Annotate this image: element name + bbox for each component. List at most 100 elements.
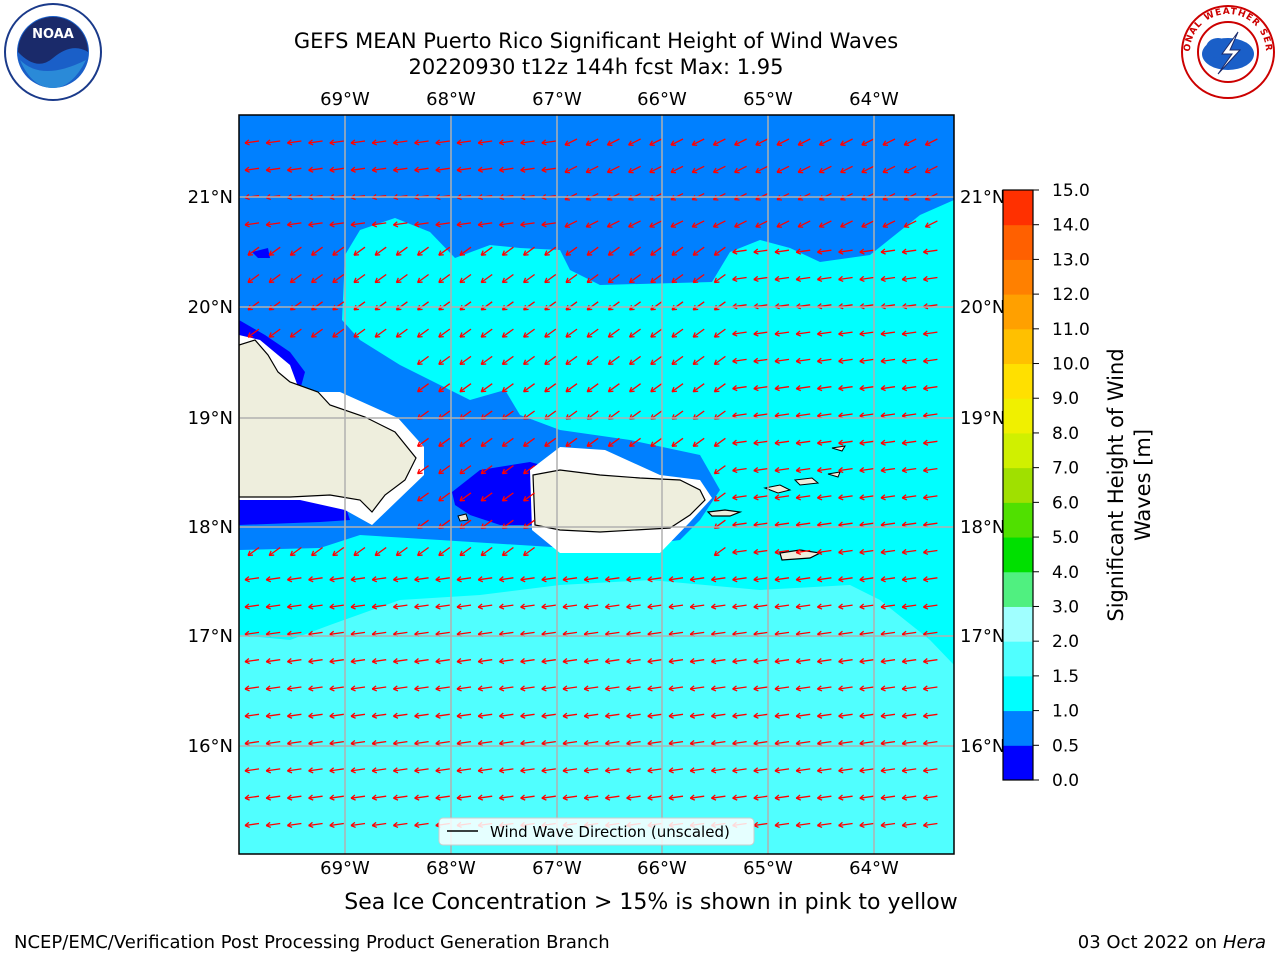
lat-label: 20°N — [188, 297, 233, 318]
wind-wave-arrow — [776, 220, 790, 228]
wind-wave-arrow-head — [456, 794, 462, 801]
wind-wave-arrow-head — [438, 359, 444, 366]
wind-wave-arrow — [774, 768, 790, 772]
wind-wave-arrow — [923, 413, 938, 417]
wind-wave-arrow — [668, 686, 684, 690]
wind-wave-arrow-head — [861, 167, 867, 174]
wind-wave-arrow — [478, 713, 493, 717]
wind-wave-arrow — [859, 713, 874, 717]
wind-wave-arrow-head — [924, 167, 931, 174]
wind-wave-arrow — [372, 577, 387, 581]
wind-wave-arrow-head — [244, 658, 250, 665]
wind-wave-arrow — [502, 301, 514, 311]
wind-wave-arrow — [734, 138, 747, 146]
wind-wave-arrow-head — [459, 496, 466, 502]
wind-wave-arrow-head — [795, 357, 802, 364]
wind-wave-arrow-head — [459, 277, 466, 284]
wind-wave-arrow-head — [350, 658, 356, 665]
wind-wave-arrow-head — [265, 794, 272, 801]
wind-wave-arrow — [523, 546, 535, 557]
wind-wave-arrow — [605, 740, 620, 745]
wind-wave-arrow-head — [776, 167, 783, 174]
wind-wave-arrow-head — [371, 685, 378, 692]
wind-wave-arrow-head — [308, 712, 314, 719]
wind-wave-arrow — [838, 331, 853, 335]
colorbar-tick-label: 5.0 — [1052, 528, 1079, 548]
wind-wave-arrow — [923, 495, 938, 499]
wind-wave-arrow — [350, 768, 366, 772]
wind-wave-arrow — [523, 383, 535, 393]
wind-wave-arrow — [417, 437, 429, 447]
wind-wave-arrow-head — [626, 739, 632, 747]
wind-wave-arrow-head — [562, 739, 568, 747]
wind-wave-arrow-head — [629, 332, 635, 338]
wind-wave-arrow — [903, 165, 917, 173]
wind-wave-arrow-head — [501, 386, 508, 393]
wind-wave-arrow-head — [562, 658, 568, 665]
wind-wave-arrow-head — [774, 494, 780, 501]
wind-wave-arrow — [332, 273, 345, 284]
wind-wave-arrow-head — [732, 330, 738, 337]
wind-wave-arrow — [713, 165, 726, 173]
wind-wave-arrow-head — [353, 277, 360, 284]
wind-wave-arrow — [732, 795, 747, 799]
wind-wave-arrow — [266, 768, 281, 772]
wind-wave-arrow — [329, 822, 344, 827]
wind-wave-arrow — [544, 301, 557, 311]
wind-wave-arrow-head — [859, 548, 865, 556]
wind-wave-arrow-head — [922, 739, 929, 747]
wind-wave-arrow — [438, 301, 451, 311]
wind-wave-arrow — [753, 822, 768, 827]
wind-wave-arrow-head — [392, 712, 399, 719]
wind-wave-arrow-head — [880, 275, 886, 283]
wind-wave-arrow-head — [371, 139, 378, 146]
wind-wave-arrow-head — [480, 468, 487, 475]
wind-wave-arrow-head — [859, 712, 865, 719]
wind-wave-arrow — [774, 659, 790, 663]
wind-wave-arrow-head — [922, 385, 929, 392]
wind-wave-arrow — [565, 383, 578, 393]
wind-wave-arrow — [350, 577, 366, 581]
wind-wave-arrow — [817, 795, 832, 799]
wind-wave-arrow-head — [691, 167, 698, 174]
wind-wave-arrow — [329, 659, 344, 663]
wind-wave-arrow-head — [838, 466, 844, 474]
wind-wave-arrow — [796, 440, 811, 444]
wind-wave-arrow — [417, 465, 429, 475]
wind-wave-arrow — [692, 273, 705, 284]
wind-wave-arrow — [565, 355, 578, 365]
wind-wave-arrow — [287, 795, 302, 799]
wind-wave-arrow — [796, 740, 811, 745]
wind-wave-arrow — [796, 467, 811, 472]
wind-wave-arrow — [925, 220, 938, 228]
wind-wave-arrow-head — [712, 222, 719, 228]
wind-wave-arrow-head — [392, 794, 399, 801]
wind-wave-arrow-head — [520, 767, 526, 774]
wind-wave-arrow-head — [713, 250, 720, 256]
wind-wave-arrow-head — [753, 576, 759, 583]
wind-wave-arrow-head — [329, 794, 335, 801]
wind-wave-arrow-head — [732, 385, 738, 392]
wind-wave-arrow — [711, 795, 726, 799]
wind-wave-arrow — [396, 301, 408, 311]
wind-wave-arrow — [435, 659, 450, 663]
wind-wave-arrow-head — [332, 550, 338, 557]
wind-wave-arrow — [923, 522, 938, 526]
wind-wave-arrow — [796, 631, 811, 636]
wind-wave-arrow — [266, 631, 281, 636]
wind-wave-arrow — [456, 222, 472, 226]
wind-wave-arrow-head — [880, 658, 886, 665]
wind-wave-arrow — [244, 140, 260, 144]
colorbar-bin — [1003, 710, 1033, 746]
wind-wave-arrow — [650, 437, 663, 447]
wind-wave-arrow — [372, 167, 387, 171]
wind-wave-arrow — [774, 440, 790, 444]
wind-wave-arrow-head — [922, 712, 929, 719]
wind-wave-arrow-head — [477, 685, 484, 692]
wind-wave-arrow — [478, 659, 493, 663]
wind-wave-arrow — [266, 822, 281, 827]
wind-wave-arrow — [308, 577, 323, 581]
wind-wave-arrow — [459, 355, 472, 365]
wind-wave-arrow — [714, 492, 726, 502]
wind-wave-arrow — [690, 604, 705, 608]
